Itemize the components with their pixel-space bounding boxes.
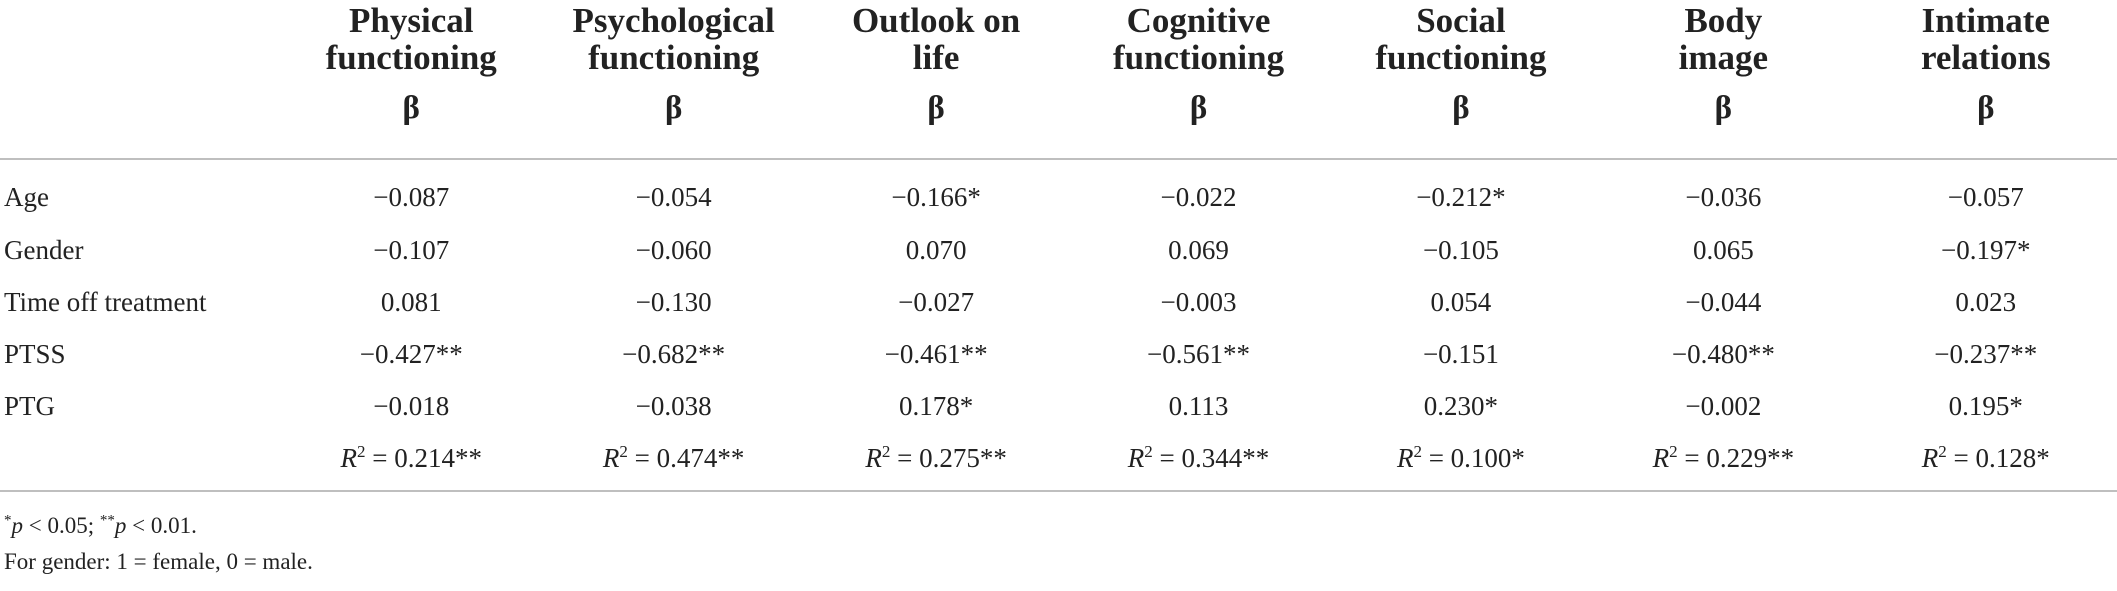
table-cell: 0.070 [905,235,967,265]
beta-label: β [1854,86,2117,160]
table-cell: 0.054 [1430,287,1492,317]
r-squared-cell: R2 = 0.100* [1329,432,1593,492]
table-cell: −0.130 [635,287,712,317]
table-cell: −0.105 [1422,235,1499,265]
table-row: Time off treatment 0.081 −0.130 −0.027 −… [0,276,2117,328]
table-cell: −0.038 [635,391,712,421]
table-cell: −0.027 [898,287,975,317]
r-squared-cell: R2 = 0.229** [1592,432,1855,492]
table-cell: −0.682** [622,339,726,369]
header-outlook-on-life: Outlook on life [851,1,1021,77]
significance-footnote: *p < 0.05; **p < 0.01. [4,512,197,538]
table-cell: 0.081 [380,287,442,317]
table-cell: −0.003 [1160,287,1237,317]
table-row: PTSS −0.427** −0.682** −0.461** −0.561**… [0,328,2117,380]
r-squared-cell: R2 = 0.344** [1067,432,1330,492]
header-beta-row: β β β β β β β [0,86,2117,160]
beta-label: β [1329,86,1593,160]
row-label: PTG [4,391,56,421]
header-title-row: Physical functioning Psychological functio… [0,0,2117,86]
table-row: PTG −0.018 −0.038 0.178* 0.113 0.230* −0… [0,380,2117,432]
row-label: Gender [4,235,84,265]
table-cell: −0.151 [1422,339,1499,369]
table-cell: −0.087 [373,182,450,212]
beta-label: β [280,86,543,160]
header-physical-functioning: Physical functioning [325,1,497,77]
r-squared-cell: R2 = 0.275** [804,432,1068,492]
table-cell: −0.461** [884,339,988,369]
table-cell: 0.113 [1168,391,1229,421]
table-cell: 0.195* [1948,391,2023,421]
table-cell: −0.107 [373,235,450,265]
table-cell: 0.065 [1692,235,1754,265]
table-cell: −0.054 [635,182,712,212]
table-cell: −0.480** [1671,339,1775,369]
header-body-image: Body image [1678,1,1769,77]
row-label-empty [0,432,281,492]
table-cell: −0.002 [1685,391,1762,421]
table-cell: −0.022 [1160,182,1237,212]
row-label: PTSS [4,339,66,369]
beta-label: β [804,86,1068,160]
table-cell: −0.427** [359,339,463,369]
table-cell: −0.561** [1147,339,1250,369]
regression-table-container: Physical functioning Psychological functio… [0,0,2117,492]
header-corner [0,0,280,86]
table-cell: 0.178* [898,391,974,421]
table-cell: −0.036 [1685,182,1762,212]
table-cell: 0.230* [1423,391,1499,421]
table-cell: −0.057 [1947,182,2024,212]
table-cell: 0.069 [1168,235,1229,265]
beta-label: β [1592,86,1855,160]
table-cell: −0.197* [1941,235,2031,265]
table-footnotes: *p < 0.05; **p < 0.01. For gender: 1 = f… [4,508,313,580]
header-social-functioning: Social functioning [1375,1,1547,77]
table-body: Age −0.087 −0.054 −0.166* −0.022 −0.212*… [0,159,2117,492]
header-intimate-relations: Intimate relations [1920,1,2051,77]
r-squared-cell: R2 = 0.128* [1854,432,2117,492]
r-squared-cell: R2 = 0.474** [542,432,805,492]
table-row: Age −0.087 −0.054 −0.166* −0.022 −0.212*… [0,159,2117,224]
table-header: Physical functioning Psychological functio… [0,0,2117,160]
r-squared-row: R2 = 0.214** R2 = 0.474** R2 = 0.275** R… [0,432,2117,492]
regression-table: Physical functioning Psychological functio… [0,0,2117,492]
r-squared-cell: R2 = 0.214** [280,432,543,492]
table-cell: −0.237** [1934,339,2038,369]
header-cognitive-functioning: Cognitive functioning [1112,1,1285,77]
header-psychological-functioning: Psychological functioning [572,1,775,77]
table-cell: 0.023 [1955,287,2017,317]
row-label: Age [4,182,49,212]
table-cell: −0.018 [373,391,450,421]
beta-corner [0,86,281,160]
table-cell: −0.212* [1416,182,1506,212]
table-row: Gender −0.107 −0.060 0.070 0.069 −0.105 … [0,224,2117,276]
table-cell: −0.044 [1685,287,1762,317]
table-cell: −0.166* [891,182,981,212]
row-label: Time off treatment [4,287,207,317]
gender-coding-footnote: For gender: 1 = female, 0 = male. [4,549,313,574]
beta-label: β [1067,86,1330,160]
table-cell: −0.060 [635,235,712,265]
beta-label: β [542,86,805,160]
